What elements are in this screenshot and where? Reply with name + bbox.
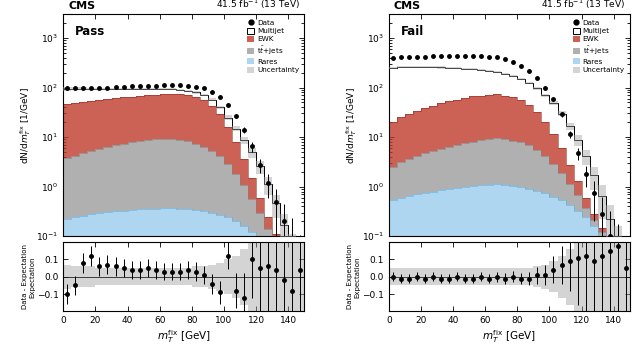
- Y-axis label: dN/d$m_T^{\mathrm{fix}}$ [1/GeV]: dN/d$m_T^{\mathrm{fix}}$ [1/GeV]: [344, 87, 359, 164]
- Legend: Data, Multijet, EWK, t$\bar{t}$+jets, Rares, Uncertainty: Data, Multijet, EWK, t$\bar{t}$+jets, Ra…: [246, 18, 301, 75]
- Y-axis label: dN/d$m_T^{\mathrm{fix}}$ [1/GeV]: dN/d$m_T^{\mathrm{fix}}$ [1/GeV]: [18, 87, 34, 164]
- Text: CMS: CMS: [394, 1, 421, 11]
- Text: 41.5 fb$^{-1}$ (13 TeV): 41.5 fb$^{-1}$ (13 TeV): [216, 0, 299, 11]
- Text: CMS: CMS: [68, 1, 95, 11]
- Text: Fail: Fail: [401, 25, 424, 38]
- Legend: Data, Multijet, EWK, t$\bar{t}$+jets, Rares, Uncertainty: Data, Multijet, EWK, t$\bar{t}$+jets, Ra…: [571, 18, 626, 75]
- Text: 41.5 fb$^{-1}$ (13 TeV): 41.5 fb$^{-1}$ (13 TeV): [541, 0, 625, 11]
- Y-axis label: Data - Expectation
Expectation: Data - Expectation Expectation: [347, 244, 361, 309]
- X-axis label: $m_T^{\mathrm{fix}}$ [GeV]: $m_T^{\mathrm{fix}}$ [GeV]: [482, 328, 536, 345]
- X-axis label: $m_T^{\mathrm{fix}}$ [GeV]: $m_T^{\mathrm{fix}}$ [GeV]: [157, 328, 211, 345]
- Text: Pass: Pass: [75, 25, 106, 38]
- Y-axis label: Data - Expectation
Expectation: Data - Expectation Expectation: [22, 244, 35, 309]
